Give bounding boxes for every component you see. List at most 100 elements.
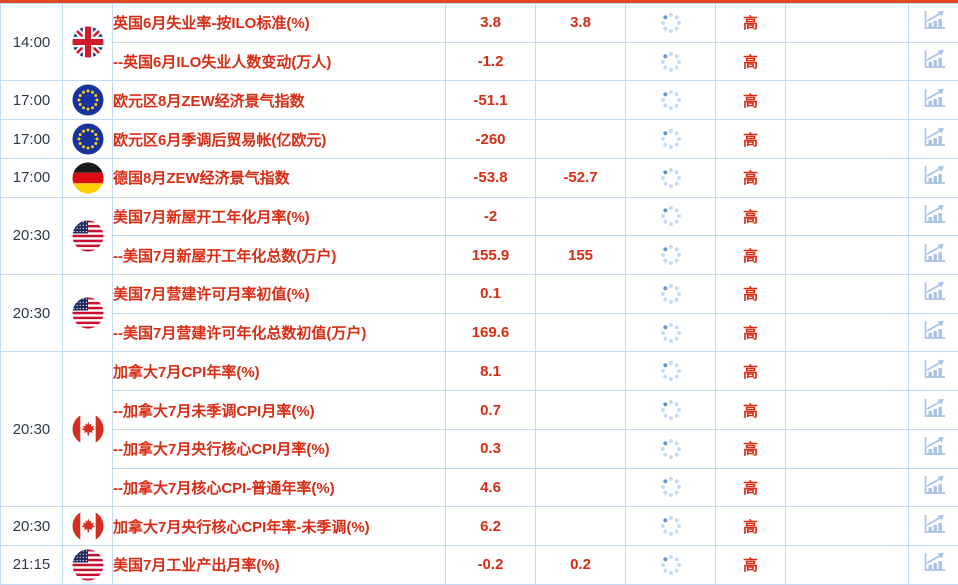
importance-badge: 高 xyxy=(715,312,786,353)
bar-chart-trend-icon[interactable] xyxy=(922,358,946,380)
event-name: --加拿大7月核心CPI-普通年率(%) xyxy=(113,479,335,497)
event-time: 20:30 xyxy=(0,351,63,508)
loading-cell xyxy=(625,390,716,430)
bar-chart-trend-icon[interactable] xyxy=(922,397,946,419)
empty-cell xyxy=(785,545,909,585)
actual-value: 8.1 xyxy=(445,351,536,392)
empty-cell xyxy=(785,119,909,159)
event-time: 14:00 xyxy=(0,2,63,82)
loading-spinner-icon xyxy=(660,128,682,150)
actual-value: 0.1 xyxy=(445,274,536,314)
chart-cell xyxy=(908,467,958,508)
empty-cell xyxy=(785,80,909,121)
actual-value: 0.7 xyxy=(445,390,536,430)
event-name-cell: 加拿大7月央行核心CPI年率-未季调(%) xyxy=(112,506,446,547)
loading-spinner-icon xyxy=(660,89,682,111)
germany-flag-icon xyxy=(62,157,113,198)
chart-cell xyxy=(908,235,958,276)
loading-spinner-icon xyxy=(660,51,682,73)
importance-badge: 高 xyxy=(715,119,786,159)
empty-cell xyxy=(785,196,909,237)
event-name: 加拿大7月央行核心CPI年率-未季调(%) xyxy=(113,518,370,536)
loading-cell xyxy=(625,545,716,585)
event-name: 加拿大7月CPI年率(%) xyxy=(113,363,260,381)
loading-spinner-icon xyxy=(660,438,682,460)
importance-badge: 高 xyxy=(715,80,786,121)
loading-spinner-icon xyxy=(660,12,682,34)
event-name-cell: 欧元区6月季调后贸易帐(亿欧元) xyxy=(112,119,446,159)
table-row: 20:30 加拿大7月央行核心CPI年率-未季调(%) 6.2 高 xyxy=(0,506,958,547)
previous-value xyxy=(535,506,626,547)
actual-value: 0.3 xyxy=(445,428,536,469)
table-row: --加拿大7月核心CPI-普通年率(%) 4.6 高 xyxy=(1,467,958,508)
table-row: 20:30 美国7月营建许可月率初值(%) 0.1 高 xyxy=(0,274,958,353)
previous-value xyxy=(535,390,626,430)
eu-flag-icon xyxy=(62,80,113,121)
event-name-cell: 美国7月工业产出月率(%) xyxy=(112,545,446,585)
bar-chart-trend-icon[interactable] xyxy=(922,435,946,457)
previous-value: 0.2 xyxy=(535,545,626,585)
event-time: 20:30 xyxy=(0,274,63,353)
event-name-cell: --加拿大7月核心CPI-普通年率(%) xyxy=(112,467,446,508)
bar-chart-trend-icon[interactable] xyxy=(922,126,946,148)
previous-value xyxy=(535,80,626,121)
empty-cell xyxy=(785,467,909,508)
loading-cell xyxy=(625,157,716,198)
table-row: 20:30 加拿大7月CPI年率(%) 8.1 高 xyxy=(0,351,958,508)
loading-cell xyxy=(625,3,716,43)
loading-cell xyxy=(625,119,716,159)
bar-chart-trend-icon[interactable] xyxy=(922,280,946,302)
loading-spinner-icon xyxy=(660,283,682,305)
chart-cell xyxy=(908,157,958,198)
table-row: 21:15 美国7月工业产出月率(%) -0.2 0.2 高 xyxy=(0,545,958,585)
loading-cell xyxy=(625,312,716,353)
actual-value: -51.1 xyxy=(445,80,536,121)
importance-badge: 高 xyxy=(715,390,786,430)
actual-value: -1.2 xyxy=(445,41,536,82)
importance-badge: 高 xyxy=(715,157,786,198)
bar-chart-trend-icon[interactable] xyxy=(922,513,946,535)
loading-cell xyxy=(625,467,716,508)
actual-value: 4.6 xyxy=(445,467,536,508)
importance-badge: 高 xyxy=(715,3,786,43)
bar-chart-trend-icon[interactable] xyxy=(922,474,946,496)
empty-cell xyxy=(785,428,909,469)
event-name: 欧元区6月季调后贸易帐(亿欧元) xyxy=(113,131,327,149)
chart-cell xyxy=(908,428,958,469)
loading-cell xyxy=(625,41,716,82)
bar-chart-trend-icon[interactable] xyxy=(922,48,946,70)
empty-cell xyxy=(785,390,909,430)
event-name-cell: --加拿大7月未季调CPI月率(%) xyxy=(112,390,446,430)
loading-cell xyxy=(625,351,716,392)
chart-cell xyxy=(908,41,958,82)
event-name: 美国7月新屋开工年化月率(%) xyxy=(113,208,310,226)
bar-chart-trend-icon[interactable] xyxy=(922,87,946,109)
us-flag-icon xyxy=(62,274,113,353)
chart-cell xyxy=(908,390,958,430)
bar-chart-trend-icon[interactable] xyxy=(922,319,946,341)
event-name: 美国7月营建许可月率初值(%) xyxy=(113,286,310,304)
actual-value: 3.8 xyxy=(445,3,536,43)
canada-flag-icon xyxy=(62,506,113,547)
table-row: 14:00 英国6月失业率-按ILO标准(%) 3.8 3.8 高 xyxy=(0,2,958,82)
loading-spinner-icon xyxy=(660,205,682,227)
empty-cell xyxy=(785,3,909,43)
bar-chart-trend-icon[interactable] xyxy=(922,551,946,573)
event-time: 17:00 xyxy=(0,157,63,198)
loading-spinner-icon xyxy=(660,399,682,421)
event-name-cell: --美国7月新屋开工年化总数(万户) xyxy=(112,235,446,276)
chart-cell xyxy=(908,351,958,392)
importance-badge: 高 xyxy=(715,235,786,276)
event-name: --美国7月营建许可年化总数初值(万户) xyxy=(113,325,367,343)
bar-chart-trend-icon[interactable] xyxy=(922,9,946,31)
previous-value xyxy=(535,351,626,392)
uk-flag-icon xyxy=(62,2,113,82)
bar-chart-trend-icon[interactable] xyxy=(922,242,946,264)
event-name: --美国7月新屋开工年化总数(万户) xyxy=(113,247,337,265)
loading-spinner-icon xyxy=(660,476,682,498)
event-name-cell: 德国8月ZEW经济景气指数 xyxy=(112,157,446,198)
bar-chart-trend-icon[interactable] xyxy=(922,164,946,186)
bar-chart-trend-icon[interactable] xyxy=(922,203,946,225)
previous-value xyxy=(535,428,626,469)
